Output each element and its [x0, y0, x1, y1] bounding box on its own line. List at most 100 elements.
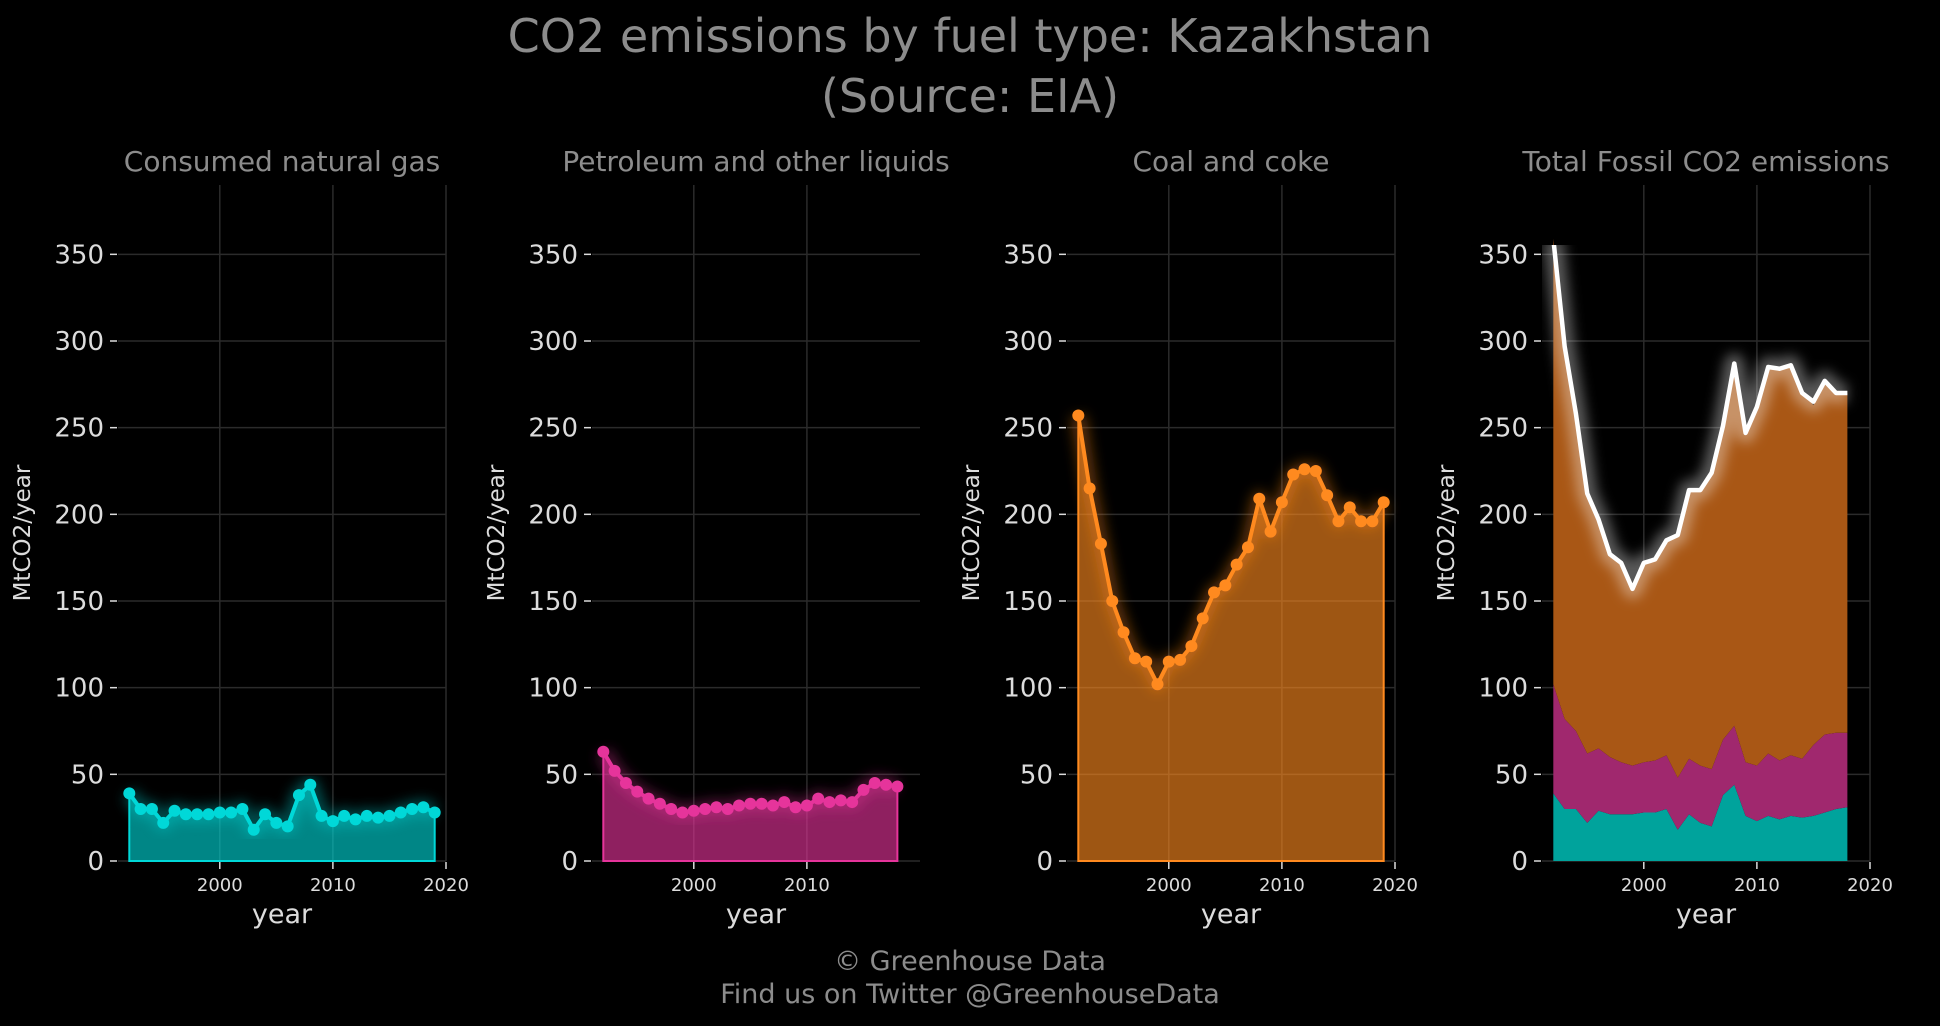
data-point	[710, 801, 723, 814]
x-axis-label: year	[726, 899, 787, 930]
data-point	[665, 803, 678, 815]
data-point	[168, 804, 181, 817]
data-point	[1072, 409, 1085, 422]
data-point	[1185, 640, 1198, 653]
stacked-area-1	[1553, 784, 1848, 861]
y-tick-label: 150	[1003, 587, 1053, 617]
data-point	[766, 799, 779, 812]
data-point	[326, 815, 339, 828]
data-point	[202, 808, 215, 821]
data-point	[642, 792, 655, 805]
x-tick-label: 2000	[1146, 875, 1192, 896]
data-point	[1287, 468, 1300, 481]
figure-title: CO2 emissions by fuel type: Kazakhstan	[507, 9, 1433, 63]
x-tick-label: 2020	[1847, 875, 1893, 896]
data-point	[1208, 586, 1221, 599]
y-tick-label: 250	[528, 414, 578, 444]
data-point	[597, 745, 610, 758]
y-tick-label: 50	[545, 760, 578, 790]
data-point	[1298, 463, 1311, 476]
data-point	[1128, 652, 1141, 665]
x-tick-label: 2000	[197, 875, 243, 896]
x-tick-label: 2020	[1372, 875, 1418, 896]
panel-title: Total Fossil CO2 emissions	[1521, 145, 1889, 178]
data-point	[1377, 496, 1390, 509]
y-tick-label: 350	[1003, 240, 1053, 270]
series-line	[1076, 415, 1386, 687]
y-tick-label: 100	[1478, 674, 1528, 704]
y-tick-label: 0	[1036, 847, 1053, 877]
total-line	[1551, 245, 1848, 592]
data-point	[123, 787, 136, 800]
y-tick-label: 150	[1478, 587, 1528, 617]
data-point	[1094, 537, 1107, 550]
data-point	[1174, 653, 1187, 666]
y-tick-label: 350	[1478, 240, 1528, 270]
data-point	[360, 809, 373, 822]
data-point	[823, 796, 836, 809]
x-tick-label: 2000	[671, 875, 717, 896]
y-tick-label: 0	[1511, 847, 1528, 877]
y-tick-label: 0	[87, 847, 104, 877]
y-tick-label: 350	[528, 240, 578, 270]
data-point	[744, 797, 757, 810]
y-tick-label: 300	[1003, 327, 1053, 357]
data-point	[608, 764, 621, 777]
panel-1: 0 50 100 150 200 250 300 350 2000 2010 2020 year MtC…	[10, 145, 469, 930]
x-axis-label: year	[1676, 899, 1737, 930]
y-tick-label: 150	[528, 587, 578, 617]
y-tick-label: 250	[1003, 414, 1053, 444]
y-tick-label: 200	[1003, 500, 1053, 530]
data-point	[789, 801, 802, 814]
x-tick-label: 2010	[1734, 875, 1780, 896]
y-tick-label: 50	[71, 760, 104, 790]
data-point	[406, 803, 419, 815]
data-point	[1083, 482, 1096, 495]
data-point	[1343, 501, 1356, 514]
data-point	[1309, 465, 1322, 477]
y-axis-label: MtCO2/year	[10, 464, 36, 601]
data-point	[868, 777, 881, 789]
y-tick-label: 200	[528, 500, 578, 530]
data-point	[812, 792, 825, 805]
panel-title: Coal and coke	[1132, 145, 1329, 178]
x-tick-label: 2010	[1259, 875, 1305, 896]
data-point	[1321, 489, 1334, 502]
y-tick-label: 200	[54, 500, 104, 530]
data-point	[281, 820, 294, 833]
data-point	[1151, 678, 1164, 691]
y-axis-label: MtCO2/year	[959, 464, 985, 601]
data-point	[213, 806, 226, 819]
data-point	[1275, 496, 1288, 509]
x-tick-label: 2000	[1621, 875, 1667, 896]
data-point	[191, 808, 204, 821]
y-tick-label: 250	[54, 414, 104, 444]
y-tick-label: 200	[1478, 500, 1528, 530]
panel-4: 0 50 100 150 200 250 300 350 2000 2010 2020 year MtC…	[1434, 145, 1893, 930]
data-point	[134, 803, 147, 815]
y-axis-label: MtCO2/year	[1434, 464, 1460, 601]
data-point	[247, 823, 260, 836]
footer-copyright: © Greenhouse Data	[834, 946, 1106, 977]
data-point	[1196, 612, 1209, 625]
data-point	[631, 785, 644, 798]
data-point	[394, 806, 407, 819]
data-point	[1162, 655, 1175, 668]
data-point	[1219, 579, 1232, 592]
y-tick-label: 100	[528, 674, 578, 704]
data-point	[755, 797, 768, 810]
data-point	[179, 808, 192, 821]
y-axis-label: MtCO2/year	[484, 464, 510, 601]
data-point	[1355, 515, 1368, 528]
data-point	[349, 813, 362, 826]
y-tick-label: 50	[1020, 760, 1053, 790]
x-tick-label: 2010	[310, 875, 356, 896]
y-tick-label: 300	[528, 327, 578, 357]
data-point	[800, 799, 813, 812]
data-point	[417, 801, 430, 814]
data-point	[292, 789, 305, 802]
data-point	[145, 803, 158, 815]
panel-2: 0 50 100 150 200 250 300 350 2000 2010 year MtCO2/y…	[484, 145, 950, 930]
y-tick-label: 100	[1003, 674, 1053, 704]
